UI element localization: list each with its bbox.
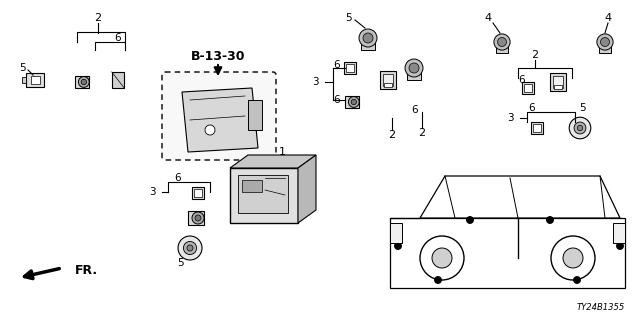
Text: 3: 3 [507, 113, 513, 123]
Text: 3: 3 [148, 187, 156, 197]
Polygon shape [420, 176, 620, 218]
Text: 2: 2 [531, 50, 539, 60]
Bar [112, 72, 124, 88]
Text: 6: 6 [333, 60, 340, 70]
FancyBboxPatch shape [162, 72, 276, 160]
Circle shape [467, 217, 474, 223]
Bar [346, 64, 354, 72]
Circle shape [351, 99, 356, 105]
Text: 6: 6 [529, 103, 535, 113]
Bar [383, 74, 394, 86]
Text: 5: 5 [19, 63, 26, 73]
Circle shape [405, 59, 423, 77]
Bar [390, 218, 625, 288]
Circle shape [494, 34, 510, 50]
Circle shape [78, 76, 89, 87]
Bar [230, 168, 298, 223]
Circle shape [420, 236, 464, 280]
Bar [554, 84, 562, 89]
Text: 4: 4 [484, 13, 492, 23]
Bar [532, 124, 541, 132]
Text: 6: 6 [412, 105, 419, 115]
Text: 4: 4 [604, 13, 612, 23]
Bar [384, 83, 392, 86]
Bar [496, 42, 508, 53]
Circle shape [192, 212, 204, 224]
Text: 6: 6 [518, 75, 525, 85]
Text: 2: 2 [419, 128, 426, 138]
Circle shape [363, 33, 373, 43]
Bar [522, 82, 534, 94]
Polygon shape [182, 88, 258, 152]
Circle shape [409, 63, 419, 73]
Text: FR.: FR. [75, 263, 98, 276]
Bar [550, 73, 566, 91]
Bar [75, 76, 89, 88]
Circle shape [547, 217, 554, 223]
Circle shape [577, 125, 582, 131]
Bar [531, 122, 543, 134]
Circle shape [616, 243, 623, 250]
Bar [242, 180, 262, 192]
Circle shape [573, 276, 580, 284]
Circle shape [359, 29, 377, 47]
Circle shape [600, 37, 609, 46]
Text: 2: 2 [388, 130, 396, 140]
Circle shape [563, 248, 583, 268]
Text: 2: 2 [95, 13, 102, 23]
Circle shape [574, 122, 586, 134]
Text: 6: 6 [333, 95, 340, 105]
Text: B-13-30: B-13-30 [191, 51, 245, 63]
Text: 5: 5 [579, 103, 586, 113]
Bar [361, 38, 375, 50]
Circle shape [394, 229, 401, 236]
Bar [31, 76, 40, 84]
Circle shape [569, 117, 591, 139]
Bar [407, 68, 421, 80]
Bar [248, 100, 262, 130]
Bar [192, 187, 204, 199]
Bar [613, 223, 625, 243]
Text: 6: 6 [115, 33, 122, 43]
Circle shape [616, 229, 623, 236]
Circle shape [178, 236, 202, 260]
Circle shape [394, 243, 401, 250]
Text: 5: 5 [345, 13, 351, 23]
Bar [26, 73, 44, 87]
Text: 1: 1 [278, 147, 285, 157]
Bar [238, 175, 288, 213]
Text: 6: 6 [175, 173, 181, 183]
Text: TY24B1355: TY24B1355 [577, 303, 625, 312]
Circle shape [597, 34, 613, 50]
Bar [194, 189, 202, 197]
Circle shape [184, 241, 196, 255]
Bar [188, 211, 204, 225]
Bar [553, 76, 563, 88]
Bar [380, 71, 396, 89]
Bar [598, 42, 611, 53]
Polygon shape [230, 155, 316, 168]
Polygon shape [298, 155, 316, 223]
Circle shape [435, 276, 442, 284]
Circle shape [551, 236, 595, 280]
Circle shape [348, 97, 359, 108]
Text: 5: 5 [177, 258, 183, 268]
Circle shape [187, 245, 193, 251]
Bar [344, 62, 356, 74]
Bar [22, 77, 26, 83]
Circle shape [81, 79, 86, 85]
Circle shape [195, 215, 201, 221]
Text: 3: 3 [312, 77, 318, 87]
Circle shape [497, 37, 506, 46]
Bar [524, 84, 532, 92]
Circle shape [432, 248, 452, 268]
Bar [390, 223, 402, 243]
Circle shape [205, 125, 215, 135]
Bar [345, 96, 359, 108]
